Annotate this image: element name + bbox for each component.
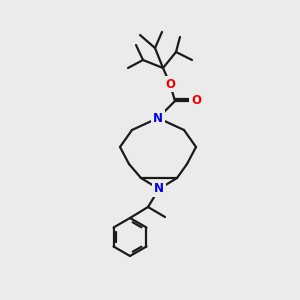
Text: N: N [153, 112, 163, 124]
Text: N: N [154, 182, 164, 196]
Text: O: O [165, 77, 175, 91]
Text: O: O [191, 94, 201, 107]
